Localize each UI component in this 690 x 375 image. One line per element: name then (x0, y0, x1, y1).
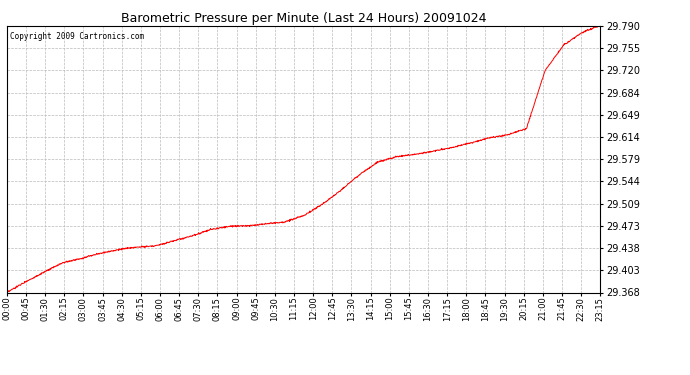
Text: Copyright 2009 Cartronics.com: Copyright 2009 Cartronics.com (10, 32, 144, 40)
Title: Barometric Pressure per Minute (Last 24 Hours) 20091024: Barometric Pressure per Minute (Last 24 … (121, 12, 486, 25)
